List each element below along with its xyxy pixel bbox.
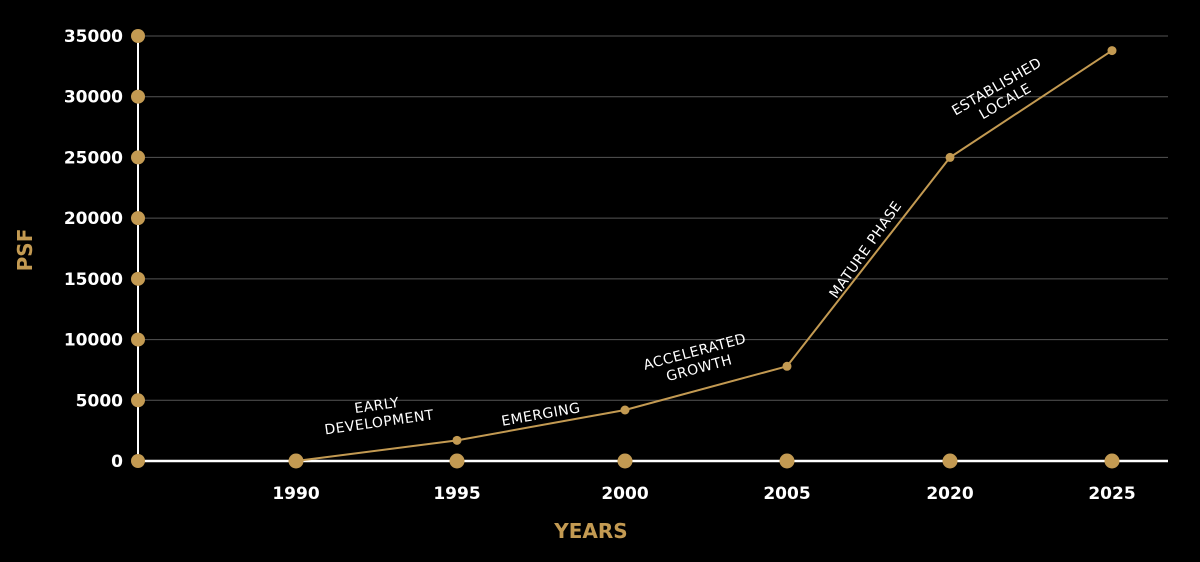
- annotation-label: EARLYDEVELOPMENT: [321, 390, 435, 438]
- y-tick-label: 10000: [64, 331, 123, 351]
- y-tick-marker: [131, 211, 145, 226]
- x-tick-label: 2025: [1088, 484, 1135, 504]
- x-tick-label: 1995: [433, 484, 480, 504]
- y-tick-label: 5000: [76, 391, 123, 411]
- x-tick-marker: [1104, 453, 1120, 469]
- data-point: [1107, 46, 1117, 56]
- data-point: [782, 361, 792, 371]
- y-tick-label: 0: [111, 452, 123, 472]
- annotations: EARLYDEVELOPMENT EMERGINGACCELERATEDGROWT…: [321, 55, 1053, 439]
- y-tick-label: 15000: [64, 270, 123, 290]
- y-ticks: 0 5000 10000 15000 20000 25000 30000 35000: [64, 27, 145, 472]
- annotation-label: MATURE PHASE: [827, 198, 906, 301]
- x-tick-label: 2000: [601, 484, 648, 504]
- y-tick-label: 20000: [64, 209, 123, 229]
- series-psf: [295, 46, 1117, 462]
- annotation-label: ESTABLISHEDLOCALE: [949, 55, 1053, 134]
- x-axis-label: YEARS: [553, 519, 627, 543]
- y-tick-marker: [131, 150, 145, 165]
- y-axis-label: PSF: [13, 229, 37, 272]
- y-tick-marker: [131, 332, 145, 347]
- y-tick-marker: [131, 271, 145, 286]
- origin-marker: [131, 454, 145, 468]
- y-tick-marker: [131, 29, 145, 43]
- annotation-line: MATURE PHASE: [827, 198, 906, 301]
- gridlines: [138, 35, 1168, 401]
- series-line: [295, 49, 1113, 462]
- data-point: [452, 435, 462, 445]
- data-point: [620, 405, 630, 415]
- x-tick-label: 2020: [926, 484, 973, 504]
- x-tick-marker: [779, 453, 795, 469]
- y-tick-marker: [131, 393, 145, 408]
- x-tick-label: 1990: [272, 484, 319, 504]
- y-tick-label: 30000: [64, 88, 123, 108]
- annotation-line: EARLY: [353, 395, 400, 417]
- x-tick-label: 2005: [763, 484, 810, 504]
- y-tick-label: 25000: [64, 148, 123, 168]
- y-tick-marker: [131, 89, 145, 104]
- x-tick-marker: [449, 453, 465, 469]
- x-tick-marker: [617, 453, 633, 469]
- y-tick-label: 35000: [64, 27, 123, 47]
- axes: [131, 36, 1168, 468]
- x-ticks: 1990 1995 2000 2005 2020 2025: [272, 453, 1136, 504]
- data-point: [945, 152, 955, 162]
- x-tick-marker: [942, 453, 958, 469]
